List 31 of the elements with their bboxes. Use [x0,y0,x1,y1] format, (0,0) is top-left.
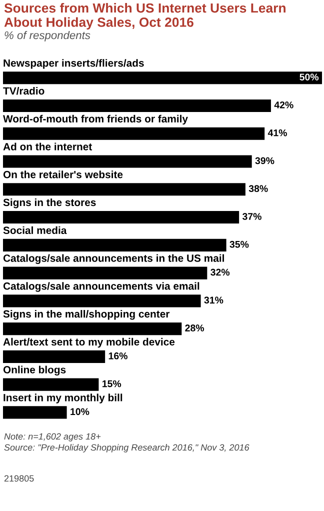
y-tick-label: TV/radio [3,86,44,95]
y-tick-label: Online blogs [3,366,66,376]
data-label: 31% [204,296,224,304]
y-tick-label: Signs in the stores [3,198,96,208]
chart-subtitle: % of respondents [4,31,90,42]
text: Note: n=1,602 ages 18+ [4,433,101,442]
y-tick-label: On the retailer's website [3,170,123,178]
text: 219805 [4,475,34,482]
data-label: 38% [248,185,268,192]
y-tick-label: Catalogs/sale announcements via email [3,282,200,292]
y-tick-label: Newspaper inserts/fliers/ads [4,59,144,69]
data-label: 37% [242,213,262,220]
data-label: 42% [274,101,294,108]
data-label: 16% [108,352,128,360]
data-label: 15% [102,380,122,388]
data-label: 28% [185,324,204,332]
y-tick-label: Alert/text sent to my mobile device [3,338,175,348]
y-tick-label: Social media [3,226,67,234]
y-tick-label: Catalogs/sale announcements in the US mail [3,254,224,264]
data-label: 50% [300,74,319,80]
data-label: 39% [255,157,274,164]
source-note: Source: "Pre-Holiday Shopping Research 2016," Nov 3, 2016 [4,444,250,452]
y-tick-label: Ad on the internet [3,142,92,150]
chart-title: Sources from Which US Internet Users Learn About Holiday Sales, Oct 2016 [4,3,286,30]
data-label: 32% [210,268,230,276]
y-tick-label: Signs in the mall/shopping center [3,310,170,320]
data-label: 10% [70,408,90,416]
data-label: 35% [230,240,249,248]
data-label: 41% [268,129,287,136]
y-tick-label: Word-of-mouth from friends or family [3,114,188,125]
y-tick-label: Insert in my monthly bill [4,394,122,404]
